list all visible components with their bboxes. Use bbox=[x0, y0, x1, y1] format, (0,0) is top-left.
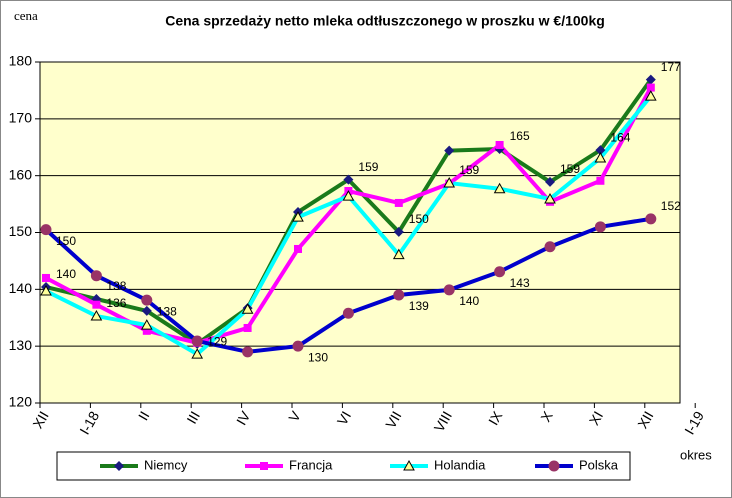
value-label: 130 bbox=[308, 350, 328, 364]
y-tick-label: 170 bbox=[9, 110, 33, 126]
value-label: 150 bbox=[56, 234, 76, 248]
marker bbox=[114, 461, 124, 471]
y-tick-label: 140 bbox=[9, 280, 33, 296]
marker bbox=[191, 335, 203, 347]
marker bbox=[444, 145, 455, 156]
marker bbox=[243, 323, 252, 332]
marker bbox=[191, 348, 204, 359]
value-label: 136 bbox=[106, 296, 126, 310]
marker bbox=[142, 326, 151, 335]
marker bbox=[594, 152, 607, 163]
marker bbox=[140, 319, 153, 330]
marker bbox=[141, 294, 153, 306]
x-tick-label: XII bbox=[29, 408, 51, 431]
value-label: 159 bbox=[560, 162, 580, 176]
marker bbox=[645, 74, 656, 85]
marker bbox=[443, 284, 455, 296]
marker bbox=[645, 213, 657, 225]
marker bbox=[242, 346, 254, 358]
legend-label: Niemcy bbox=[144, 457, 188, 472]
marker bbox=[90, 270, 102, 282]
marker bbox=[42, 273, 50, 282]
marker bbox=[596, 176, 605, 185]
plot-border bbox=[39, 61, 681, 404]
marker bbox=[392, 248, 405, 260]
marker bbox=[394, 198, 403, 207]
marker bbox=[393, 289, 405, 301]
marker bbox=[403, 459, 415, 471]
value-label: 143 bbox=[510, 276, 530, 290]
y-tick-label: 160 bbox=[9, 166, 33, 182]
x-tick-label: XII bbox=[634, 408, 656, 431]
marker bbox=[260, 462, 268, 470]
legend-box bbox=[56, 451, 631, 481]
marker bbox=[241, 303, 254, 314]
value-label: 140 bbox=[56, 267, 76, 281]
value-label: 138 bbox=[106, 279, 126, 293]
legend-label: Francja bbox=[289, 457, 333, 472]
marker bbox=[544, 192, 556, 204]
marker bbox=[40, 285, 52, 296]
marker bbox=[342, 307, 354, 319]
marker bbox=[544, 241, 556, 253]
marker bbox=[494, 266, 506, 278]
value-label: 150 bbox=[409, 212, 429, 226]
value-label: 140 bbox=[459, 294, 479, 308]
marker bbox=[90, 310, 103, 321]
marker bbox=[393, 226, 404, 237]
y-tick-label: 120 bbox=[9, 394, 33, 410]
marker bbox=[342, 190, 355, 201]
y-tick-label: 150 bbox=[9, 223, 33, 239]
marker bbox=[343, 174, 354, 185]
value-label: 159 bbox=[358, 160, 378, 174]
marker bbox=[548, 460, 560, 472]
marker bbox=[644, 90, 657, 101]
chart-title: Cena sprzedaży netto mleka odtłuszczoneg… bbox=[165, 13, 605, 29]
value-label: 164 bbox=[610, 130, 630, 144]
marker bbox=[294, 244, 302, 253]
marker bbox=[92, 300, 101, 309]
marker bbox=[495, 140, 504, 149]
marker bbox=[594, 221, 606, 233]
marker bbox=[493, 182, 506, 194]
marker bbox=[595, 145, 606, 156]
x-tick-label: VII bbox=[382, 408, 404, 431]
marker bbox=[40, 224, 52, 236]
value-label: 165 bbox=[510, 129, 530, 143]
value-label: 138 bbox=[157, 304, 177, 318]
value-label: 177 bbox=[661, 60, 681, 74]
marker bbox=[292, 211, 304, 222]
y-tick-label: 180 bbox=[9, 53, 33, 69]
legend-label: Holandia bbox=[434, 457, 486, 472]
y-tick-label: 130 bbox=[9, 337, 33, 353]
marker bbox=[443, 177, 456, 188]
y-axis-label: cena bbox=[14, 8, 38, 23]
value-label: 129 bbox=[207, 334, 227, 348]
value-label: 152 bbox=[661, 199, 681, 213]
value-label: 159 bbox=[459, 163, 479, 177]
value-label: 139 bbox=[409, 299, 429, 313]
marker bbox=[292, 340, 304, 352]
legend-label: Polska bbox=[579, 457, 619, 472]
marker bbox=[545, 176, 555, 187]
marker bbox=[646, 83, 655, 92]
x-axis-label: okres bbox=[680, 447, 712, 462]
marker bbox=[141, 305, 152, 316]
